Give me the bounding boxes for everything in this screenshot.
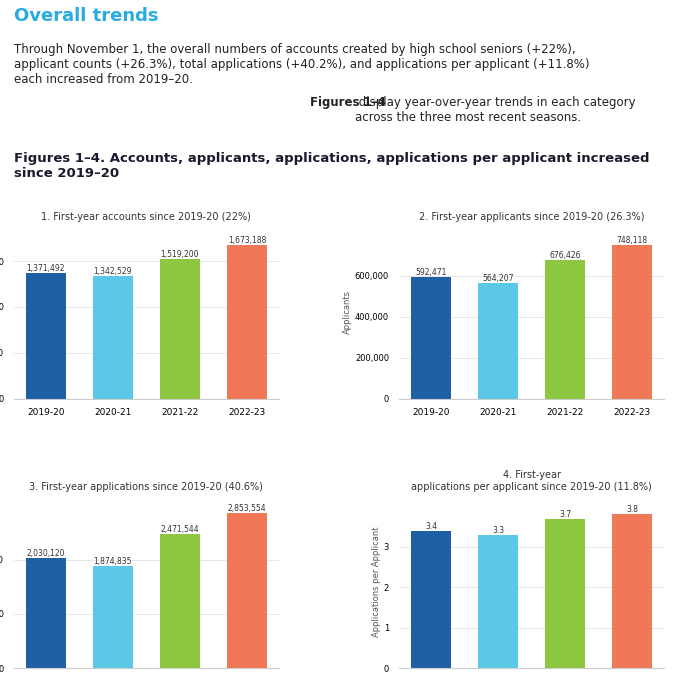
Text: 2,853,554: 2,853,554 — [228, 504, 266, 513]
Bar — [160, 534, 200, 668]
Bar — [411, 531, 451, 668]
Text: Figures 1–4: Figures 1–4 — [310, 97, 386, 109]
Text: 3.8: 3.8 — [626, 506, 638, 514]
Title: 1. First-year accounts since 2019-20 (22%): 1. First-year accounts since 2019-20 (22… — [41, 213, 252, 222]
Bar — [545, 260, 585, 398]
Bar — [545, 518, 585, 668]
Text: 676,426: 676,426 — [549, 251, 581, 260]
Bar — [612, 246, 652, 398]
Title: 4. First-year
applications per applicant since 2019-20 (11.8%): 4. First-year applications per applicant… — [412, 470, 652, 492]
Text: 1,342,529: 1,342,529 — [94, 267, 132, 275]
Bar — [227, 245, 267, 398]
Title: 2. First-year applicants since 2019-20 (26.3%): 2. First-year applicants since 2019-20 (… — [419, 213, 644, 222]
Text: 1,371,492: 1,371,492 — [26, 264, 65, 273]
Bar — [93, 275, 133, 398]
Text: 1,519,200: 1,519,200 — [161, 250, 199, 259]
Bar — [160, 259, 200, 398]
Text: 592,471: 592,471 — [416, 268, 447, 277]
Text: 1,874,835: 1,874,835 — [94, 558, 132, 566]
Text: 564,207: 564,207 — [482, 274, 514, 283]
Text: Overall trends: Overall trends — [14, 7, 158, 25]
Text: Through November 1, the overall numbers of accounts created by high school senio: Through November 1, the overall numbers … — [14, 43, 589, 86]
Text: 2,471,544: 2,471,544 — [161, 525, 199, 534]
Bar — [227, 513, 267, 668]
Bar — [26, 273, 66, 398]
Bar — [411, 277, 451, 398]
Bar — [478, 283, 518, 398]
Text: 3.3: 3.3 — [492, 526, 504, 535]
Text: 3.4: 3.4 — [425, 522, 437, 531]
Text: 748,118: 748,118 — [617, 236, 647, 246]
Y-axis label: Applications per Applicant: Applications per Applicant — [372, 526, 381, 637]
Bar — [478, 535, 518, 668]
Text: 3.7: 3.7 — [559, 510, 571, 518]
Text: 1,673,188: 1,673,188 — [228, 236, 266, 245]
Text: Figures 1–4. Accounts, applicants, applications, applications per applicant incr: Figures 1–4. Accounts, applicants, appli… — [14, 152, 649, 180]
Bar — [93, 566, 133, 668]
Bar — [26, 558, 66, 668]
Bar — [612, 514, 652, 668]
Y-axis label: Applicants: Applicants — [343, 290, 352, 333]
Text: display year-over-year trends in each category
across the three most recent seas: display year-over-year trends in each ca… — [355, 97, 636, 124]
Text: 2,030,120: 2,030,120 — [26, 549, 65, 558]
Title: 3. First-year applications since 2019-20 (40.6%): 3. First-year applications since 2019-20… — [29, 482, 263, 492]
